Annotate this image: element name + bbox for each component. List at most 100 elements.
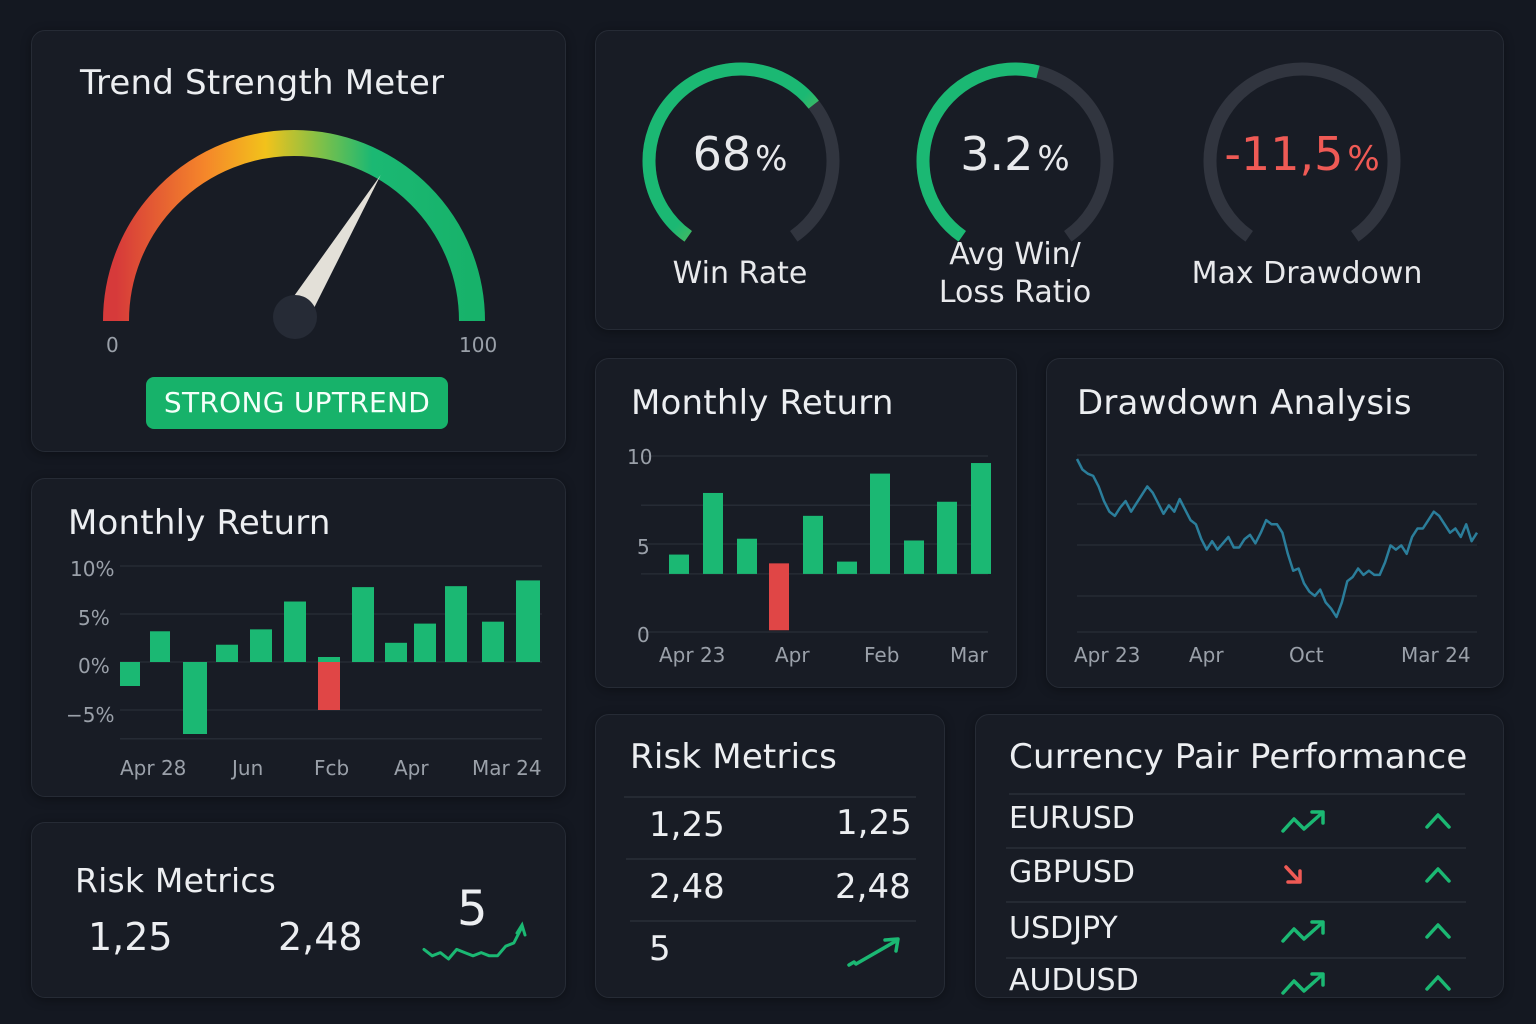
risk-metric-value: 5 <box>457 881 488 937</box>
x-tick: Feb <box>864 643 900 667</box>
trend-down-icon <box>1284 865 1302 884</box>
bar <box>737 538 757 574</box>
trend-status-badge: STRONG UPTREND <box>146 377 448 429</box>
x-tick: Apr <box>775 643 810 667</box>
bar <box>284 601 306 662</box>
max-drawdown-label: Max Drawdown <box>1191 256 1423 291</box>
gauge-hub <box>273 295 317 339</box>
bar <box>669 554 689 574</box>
win-loss-label-line1: Avg Win/ <box>949 237 1081 272</box>
max-drawdown-value: -11,5% <box>1182 127 1422 181</box>
currency-pair-row[interactable]: USDJPY <box>976 911 1505 963</box>
drawdown-card: Drawdown Analysis Apr 23 Apr Oct Mar 24 <box>1046 358 1504 688</box>
bar <box>150 631 170 662</box>
chevron-up-icon[interactable] <box>976 855 1505 907</box>
gauge-fill <box>916 62 1040 242</box>
currency-pair-name: EURUSD <box>1009 801 1135 836</box>
risk-metrics-left-title: Risk Metrics <box>75 861 277 900</box>
gauge-needle <box>283 174 381 324</box>
trend-up-arrow-icon <box>847 937 900 967</box>
divider <box>1009 793 1465 795</box>
currency-pair-name: AUDUSD <box>1009 963 1139 998</box>
gauge-max-label: 100 <box>459 333 498 357</box>
divider <box>630 920 916 922</box>
y-tick: 0% <box>78 654 110 678</box>
win-rate-unit: % <box>755 139 788 179</box>
bar <box>120 662 140 686</box>
divider <box>626 858 916 860</box>
sparkline <box>422 925 524 961</box>
bar <box>445 586 467 662</box>
bar <box>250 629 272 662</box>
currency-pair-row[interactable]: GBPUSD <box>976 855 1505 907</box>
risk-table-cell: 2,48 <box>835 867 911 907</box>
bar <box>703 492 723 574</box>
monthly-return-left-chart <box>120 565 542 740</box>
risk-table-cell: 1,25 <box>649 805 725 845</box>
currency-pairs-card: Currency Pair Performance EURUSD GBPUSD US… <box>975 714 1504 998</box>
drawdown-chart <box>1075 454 1479 633</box>
x-tick: Oct <box>1289 643 1324 667</box>
x-tick: Mar 24 <box>1401 643 1471 667</box>
divider <box>1006 957 1466 959</box>
bar <box>516 580 540 662</box>
currency-pair-row[interactable]: EURUSD <box>976 801 1505 853</box>
risk-metrics-card-middle: Risk Metrics 1,25 1,25 2,48 2,48 5 <box>595 714 945 998</box>
bar <box>904 540 924 574</box>
y-tick: −5% <box>66 703 115 727</box>
bar <box>414 623 436 662</box>
chevron-up-icon[interactable] <box>976 963 1505 1015</box>
currency-pair-name: USDJPY <box>1009 911 1118 946</box>
trend-strength-title: Trend Strength Meter <box>80 63 445 103</box>
x-tick: Mar 24 <box>472 756 542 780</box>
risk-metric-value: 1,25 <box>88 915 173 959</box>
monthly-return-card-middle: Monthly Return 10 5 0 Apr 23 Apr Feb Mar <box>595 358 1017 688</box>
win-loss-label: Avg Win/ Loss Ratio <box>895 236 1135 312</box>
trend-up-icon <box>1281 810 1325 833</box>
trend-up-icon <box>1281 972 1325 995</box>
currency-pair-name: GBPUSD <box>1009 855 1136 890</box>
max-drawdown-unit: % <box>1347 139 1380 179</box>
risk-table-cell: 5 <box>649 929 671 969</box>
kpi-gauges <box>642 62 1401 242</box>
bar <box>837 561 857 574</box>
divider <box>1006 901 1466 903</box>
y-tick: 5 <box>637 535 650 559</box>
bar <box>183 662 207 734</box>
win-loss-value: 3.2% <box>915 127 1115 181</box>
risk-metrics-middle-title: Risk Metrics <box>630 737 838 777</box>
risk-sparkline <box>422 921 527 961</box>
gauge-min-label: 0 <box>106 333 119 357</box>
win-rate-value: 68% <box>640 127 840 181</box>
x-tick: Apr 23 <box>1074 643 1141 667</box>
drawdown-line <box>1075 458 1479 619</box>
gauge-arc <box>103 130 485 322</box>
x-tick: Apr 28 <box>120 756 187 780</box>
win-rate-label: Win Rate <box>672 256 808 291</box>
chevron-up-icon[interactable] <box>976 911 1505 963</box>
currency-pairs-title: Currency Pair Performance <box>1009 737 1468 777</box>
y-tick: 10% <box>70 557 115 581</box>
x-tick: Jun <box>232 756 264 780</box>
divider <box>1006 847 1466 849</box>
bar <box>870 473 890 574</box>
monthly-return-middle-title: Monthly Return <box>631 383 894 423</box>
gauge-fill <box>642 62 819 242</box>
bar <box>803 515 823 574</box>
bar <box>216 644 238 662</box>
chevron-up-icon[interactable] <box>976 801 1505 853</box>
sparkline-arrowhead <box>515 921 527 937</box>
x-tick: Apr 23 <box>659 643 726 667</box>
x-tick: Mar <box>950 643 988 667</box>
monthly-return-card-left: Monthly Return 10% 5% 0% −5% Apr 28 Jun … <box>31 478 566 797</box>
risk-table-cell: 2,48 <box>649 867 725 907</box>
bar <box>385 642 407 662</box>
x-tick: Fcb <box>314 756 350 780</box>
monthly-return-middle-chart <box>641 455 991 633</box>
y-tick: 5% <box>78 606 110 630</box>
bar <box>971 463 991 574</box>
currency-pair-row[interactable]: AUDUSD <box>976 963 1505 1015</box>
monthly-return-left-title: Monthly Return <box>68 503 331 543</box>
bar-cap <box>318 657 340 662</box>
drawdown-title: Drawdown Analysis <box>1077 383 1412 423</box>
